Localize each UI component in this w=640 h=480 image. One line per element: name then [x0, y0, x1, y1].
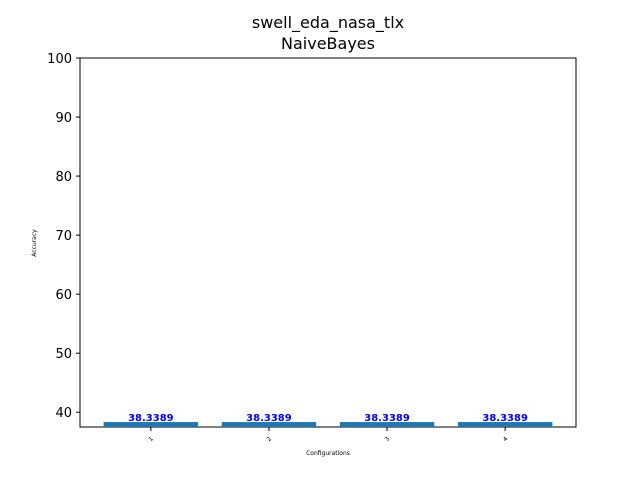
- x-tick-label: 4: [502, 435, 510, 443]
- x-tick-label: 1: [147, 435, 155, 443]
- bar-value-label: 38.3389: [246, 413, 292, 424]
- plot-area-frame: [79, 57, 577, 428]
- x-tick-label: 2: [265, 435, 273, 443]
- y-tick-label: 40: [55, 406, 72, 421]
- y-axis: 40 50 60 70 80 90 100: [47, 52, 80, 421]
- bar: [457, 422, 553, 427]
- y-tick-label: 100: [47, 52, 72, 67]
- bar-value-label: 38.3389: [482, 413, 528, 424]
- y-tick-label: 50: [55, 347, 72, 362]
- bar: [221, 422, 317, 427]
- chart-subtitle: NaiveBayes: [281, 34, 375, 53]
- data-labels-group: 38.3389 38.3389 38.3389 38.3389: [128, 413, 528, 424]
- y-tick-label: 90: [55, 111, 72, 126]
- bar-value-label: 38.3389: [128, 413, 174, 424]
- bar: [339, 422, 435, 427]
- chart-title: swell_eda_nasa_tlx: [252, 13, 404, 33]
- x-tick-label: 3: [384, 435, 392, 443]
- y-tick-label: 80: [55, 170, 72, 185]
- bar-value-label: 38.3389: [364, 413, 410, 424]
- y-tick-label: 70: [55, 229, 72, 244]
- x-axis: 1 2 3 4: [147, 427, 509, 443]
- y-tick-label: 60: [55, 288, 72, 303]
- bars-group: [103, 422, 553, 427]
- x-axis-label: Configurations: [306, 450, 350, 457]
- y-axis-label: Accuracy: [31, 229, 38, 257]
- bar: [103, 422, 199, 427]
